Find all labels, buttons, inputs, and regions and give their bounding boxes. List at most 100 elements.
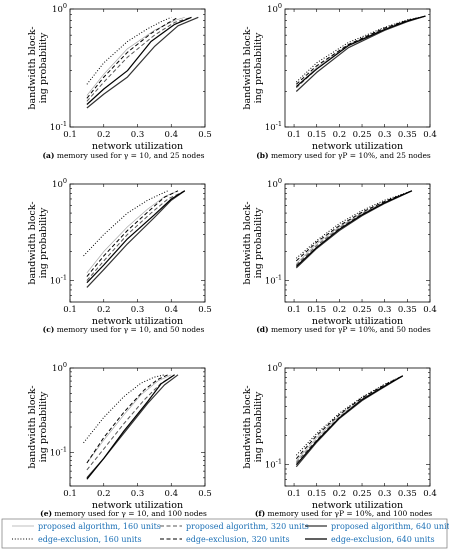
x-axis-label: network utilization xyxy=(92,316,183,327)
x-tick-label: 0.2 xyxy=(97,130,111,140)
x-tick-label: 0.25 xyxy=(353,130,372,140)
x-tick-label: 0.2 xyxy=(97,305,111,315)
axes-frame xyxy=(284,183,431,303)
x-tick-label: 0.3 xyxy=(131,130,145,140)
series-line-6 xyxy=(295,15,426,88)
x-tick-label: 0.35 xyxy=(398,305,417,315)
series-line-1 xyxy=(86,16,185,96)
x-tick-label: 0.3 xyxy=(378,130,392,140)
chart-panel-a: 0.1 0.2 0.3 0.4 0.5 10-1 100 network utilizatio… xyxy=(27,2,212,160)
x-tick-label: 0.15 xyxy=(307,489,326,499)
x-tick-label: 0.2 xyxy=(333,489,347,499)
x-tick-label: 0.3 xyxy=(131,305,145,315)
x-tick-label: 0.25 xyxy=(353,305,372,315)
y-tick-label: 10-1 xyxy=(50,274,67,287)
series-line-6 xyxy=(86,190,186,284)
y-tick-label: 10-1 xyxy=(265,120,282,133)
series-line-6 xyxy=(295,375,404,465)
y-tick-label: 100 xyxy=(267,177,282,190)
legend-label: proposed algorithm, 160 units xyxy=(38,522,161,531)
x-tick-label: 0.1 xyxy=(287,489,301,499)
y-tick-label: 100 xyxy=(52,361,67,374)
x-tick-label: 0.3 xyxy=(378,305,392,315)
series-line-1 xyxy=(296,190,413,264)
series-line-6 xyxy=(86,374,175,480)
y-tick-label: 10-1 xyxy=(265,274,282,287)
y-axis-label: bandwidth block-ing probability xyxy=(27,26,49,109)
series-line-5 xyxy=(295,375,404,460)
legend-frame xyxy=(1,518,448,549)
y-axis-label: bandwidth block-ing probability xyxy=(242,201,264,284)
series-line-5 xyxy=(86,374,169,464)
axes-frame xyxy=(69,8,206,128)
series-line-4 xyxy=(295,15,426,83)
y-axis-label: bandwidth block-ing probability xyxy=(27,385,49,468)
x-tick-label: 0.4 xyxy=(423,130,437,140)
legend-label: proposed algorithm, 640 units xyxy=(331,522,449,531)
legend-label: edge-exclusion, 160 units xyxy=(38,535,142,544)
series-line-4 xyxy=(295,375,404,456)
x-tick-label: 0.1 xyxy=(63,489,77,499)
x-tick-label: 0.2 xyxy=(333,130,347,140)
y-tick-label: 100 xyxy=(52,177,67,190)
x-tick-label: 0.4 xyxy=(164,489,178,499)
x-tick-label: 0.4 xyxy=(164,305,178,315)
panel-caption: (b) memory used for γP = 10%, and 25 nod… xyxy=(256,151,431,160)
y-axis-label: bandwidth block-ing probability xyxy=(242,385,264,468)
series-line-2 xyxy=(295,190,413,266)
y-tick-label: 10-1 xyxy=(50,445,67,458)
series-line-2 xyxy=(295,375,404,463)
x-axis-label: network utilization xyxy=(92,141,183,152)
series-line-3 xyxy=(86,190,186,288)
x-axis-label: network utilization xyxy=(312,141,403,152)
legend-label: edge-exclusion, 320 units xyxy=(186,535,290,544)
y-tick-label: 100 xyxy=(52,2,67,15)
chart-panel-d: 0.1 0.15 0.2 0.25 0.3 0.35 0.4 10-1 100 network u… xyxy=(242,177,437,334)
x-tick-label: 0.5 xyxy=(198,489,212,499)
x-tick-label: 0.15 xyxy=(307,305,326,315)
x-tick-label: 0.3 xyxy=(131,489,145,499)
series-line-5 xyxy=(86,190,179,277)
panel-caption: (e) memory used for γ = 10, and 100 node… xyxy=(40,509,207,518)
series-line-6 xyxy=(295,190,413,267)
x-tick-label: 0.2 xyxy=(333,305,347,315)
chart-panel-c: 0.1 0.2 0.3 0.4 0.5 10-1 100 network utilizatio… xyxy=(27,177,212,334)
series-line-4 xyxy=(83,190,169,257)
chart-panel-e: 0.1 0.2 0.3 0.4 0.5 10-1 100 network utilizatio… xyxy=(27,361,212,518)
x-tick-label: 0.35 xyxy=(398,130,417,140)
series-line-4 xyxy=(86,16,172,85)
series-line-2 xyxy=(86,190,186,281)
series-line-5 xyxy=(86,16,179,99)
chart-panel-b: 0.1 0.15 0.2 0.25 0.3 0.35 0.4 10-1 100 network u… xyxy=(242,2,437,160)
x-axis-label: network utilization xyxy=(312,500,403,511)
y-tick-label: 100 xyxy=(267,2,282,15)
series-line-5 xyxy=(295,190,413,262)
legend: proposed algorithm, 160 units proposed al… xyxy=(1,518,449,549)
y-tick-label: 100 xyxy=(267,361,282,374)
y-axis-label: bandwidth block-ing probability xyxy=(242,26,264,109)
series-line-3 xyxy=(295,15,426,92)
x-tick-label: 0.15 xyxy=(307,130,326,140)
series-line-1 xyxy=(296,15,426,87)
x-tick-label: 0.35 xyxy=(398,489,417,499)
x-tick-label: 0.25 xyxy=(353,489,372,499)
x-tick-label: 0.2 xyxy=(97,489,111,499)
panel-caption: (d) memory used for γP = 10%, and 50 nod… xyxy=(256,325,431,334)
series-line-2 xyxy=(295,15,426,89)
x-tick-label: 0.3 xyxy=(378,489,392,499)
panel-caption: (f) memory used for γP = 10%, and 100 no… xyxy=(255,509,432,518)
x-tick-label: 0.4 xyxy=(423,489,437,499)
y-tick-label: 10-1 xyxy=(50,120,67,133)
y-axis-label: bandwidth block-ing probability xyxy=(27,201,49,284)
x-tick-label: 0.1 xyxy=(287,305,301,315)
x-tick-label: 0.1 xyxy=(287,130,301,140)
x-tick-label: 0.1 xyxy=(63,305,77,315)
axes-frame xyxy=(284,8,431,128)
x-axis-label: network utilization xyxy=(312,316,403,327)
series-line-6 xyxy=(86,16,192,105)
chart-panel-f: 0.1 0.15 0.2 0.25 0.3 0.35 0.4 10-1 100 network u… xyxy=(242,361,437,518)
x-tick-label: 0.5 xyxy=(198,305,212,315)
series-line-2 xyxy=(86,16,192,102)
legend-label: edge-exclusion, 640 units xyxy=(331,535,435,544)
